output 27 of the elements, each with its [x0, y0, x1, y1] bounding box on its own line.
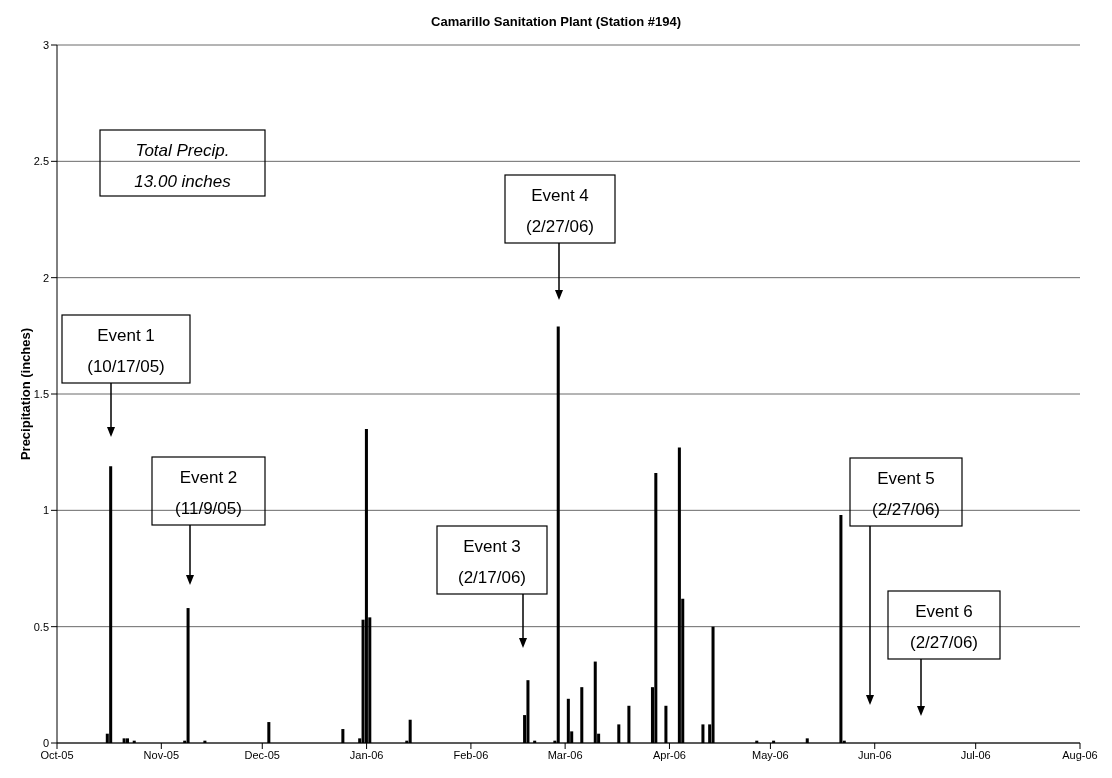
x-tick-label: Nov-05: [143, 748, 180, 761]
annotation: Event 2 (11/9/05): [175, 468, 242, 518]
annotation: Event 4 (2/27/06): [525, 186, 595, 236]
annotation: Event 5 (2/27/06): [871, 469, 941, 519]
x-tick-label: May-06: [752, 748, 789, 761]
y-tick-label: 0.5: [33, 620, 49, 633]
y-axis-title: Precipitation (inches): [17, 327, 33, 461]
y-tick-label: 3: [42, 38, 49, 51]
annotation: Event 6 (2/27/06): [909, 602, 979, 652]
y-tick-label: 1: [42, 504, 49, 517]
x-tick-label: Oct-05: [40, 748, 74, 761]
y-tick-label: 2: [42, 271, 49, 284]
x-tick-label: Dec-05: [244, 748, 281, 761]
x-tick-label: Apr-06: [652, 748, 686, 761]
y-tick-label: 1.5: [33, 387, 49, 400]
chart-title: Camarillo Sanitation Plant (Station #194): [430, 14, 682, 29]
x-tick-label: Feb-06: [453, 748, 489, 761]
y-tick-label: 2.5: [33, 155, 49, 168]
annotation: Event 3 (2/17/06): [457, 537, 527, 587]
annotation: Total Precip. 13.00 inches: [134, 141, 232, 191]
x-tick-label: Mar-06: [547, 748, 583, 761]
x-tick-label: Aug-06: [1062, 748, 1098, 761]
y-tick-label: 0: [42, 736, 49, 749]
x-tick-label: Jun-06: [857, 748, 892, 761]
annotation: Event 1 (10/17/05): [87, 326, 165, 376]
x-tick-label: Jul-06: [960, 748, 991, 761]
x-tick-label: Jan-06: [349, 748, 384, 761]
